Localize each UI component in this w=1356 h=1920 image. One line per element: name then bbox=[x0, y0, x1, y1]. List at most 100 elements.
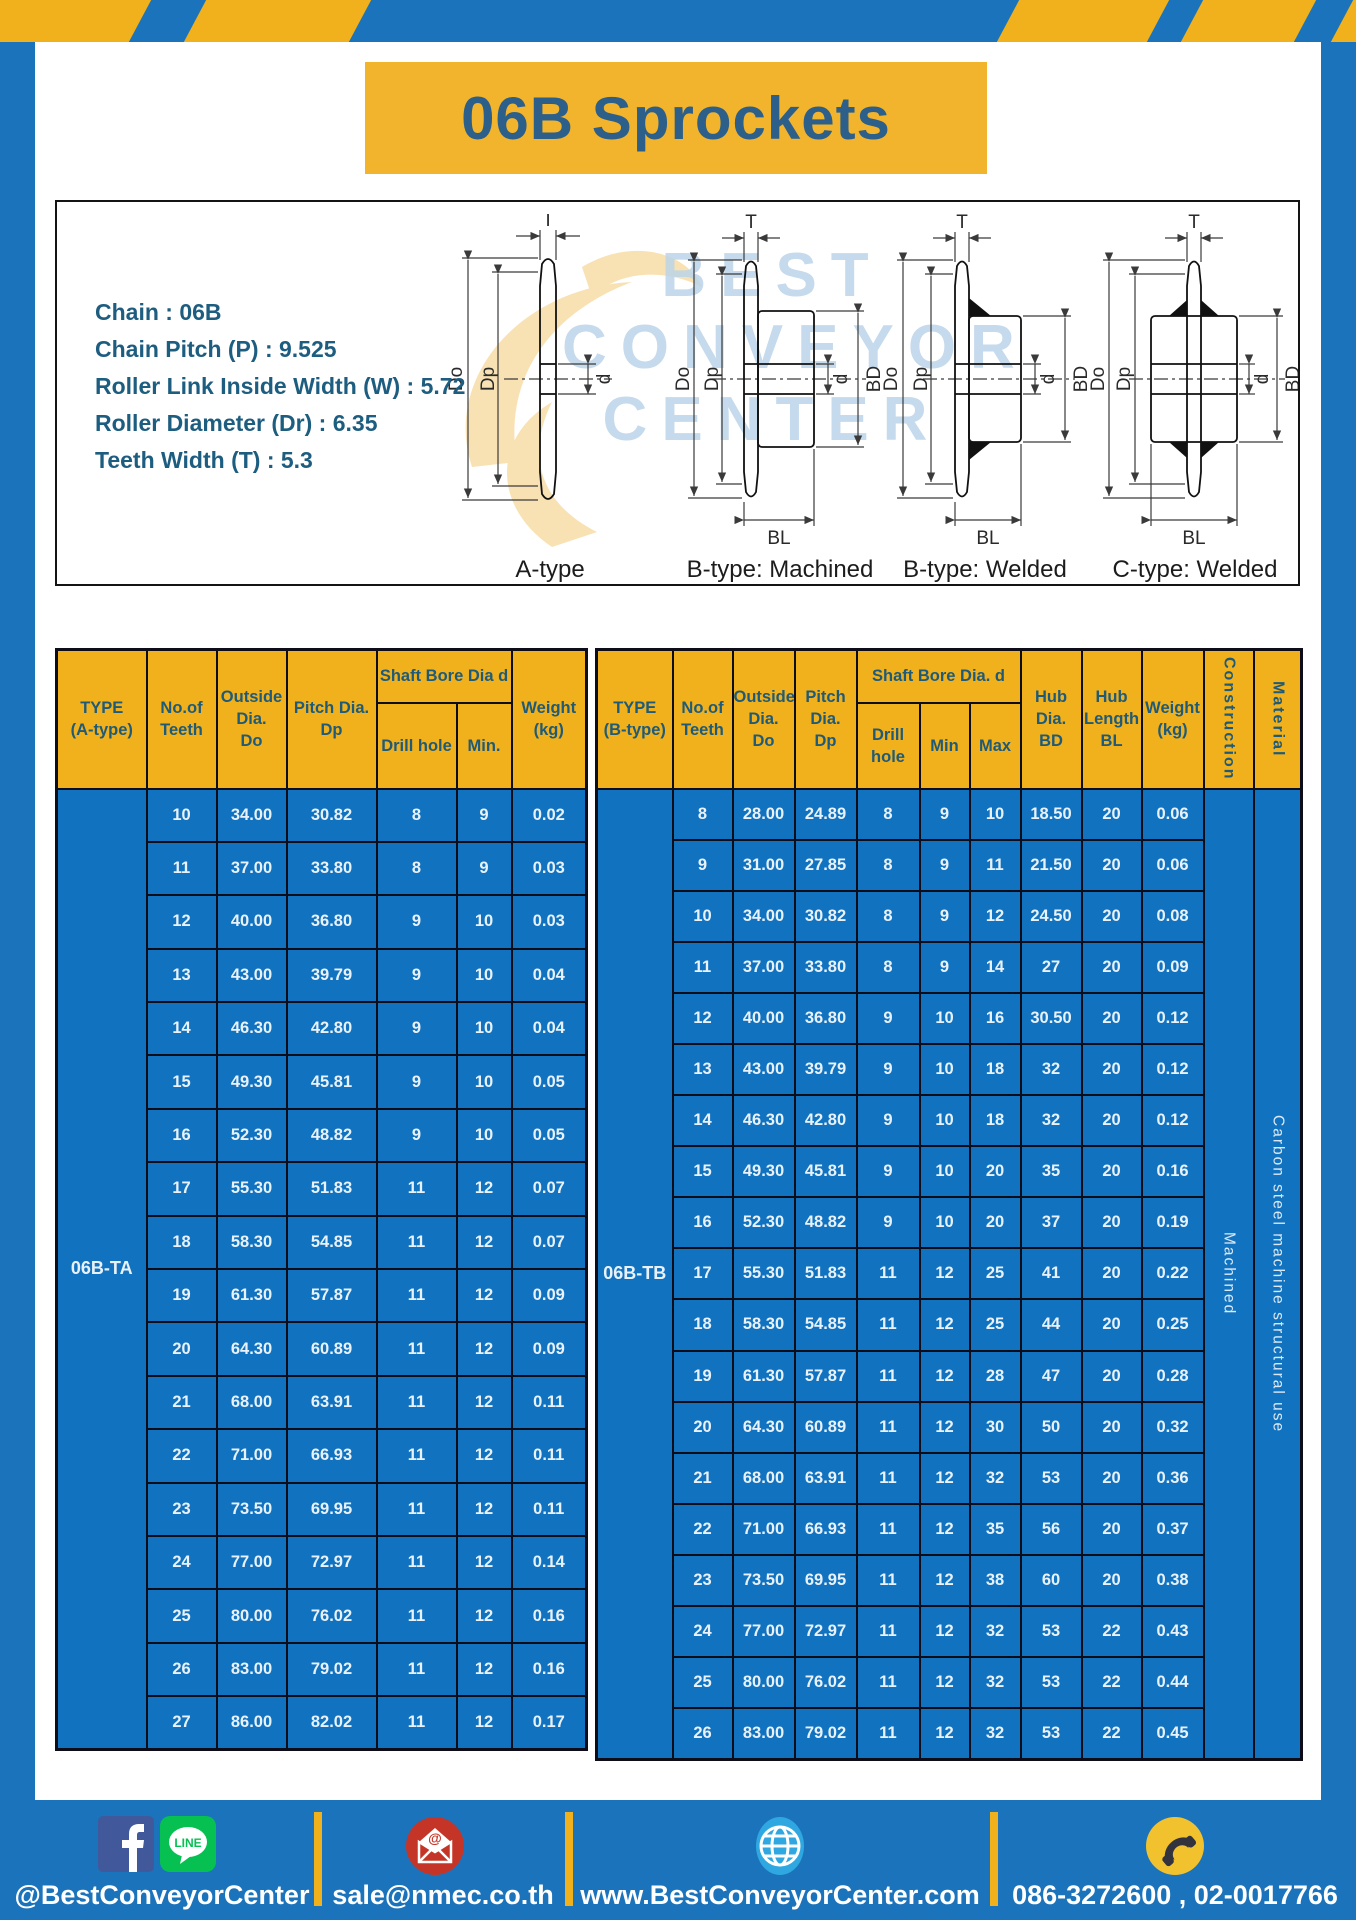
table-row: 18 58.30 54.85 11 12 0.07 bbox=[57, 1214, 588, 1271]
data-cell: 20 bbox=[1080, 1196, 1143, 1250]
data-cell: 20 bbox=[1080, 889, 1143, 943]
data-cell: 32 bbox=[968, 1451, 1022, 1505]
data-cell: 12 bbox=[455, 1481, 513, 1537]
column-header-outside-dia: Outside Dia. Do bbox=[731, 648, 796, 790]
data-cell: 45.81 bbox=[285, 1054, 378, 1110]
data-cell: 40.00 bbox=[731, 991, 796, 1045]
diagram-a-type: Do Dp d T A-type bbox=[444, 214, 656, 584]
data-cell: 11 bbox=[855, 1400, 921, 1454]
data-cell: 46.30 bbox=[215, 1001, 288, 1057]
data-cell: 20 bbox=[1080, 1247, 1143, 1301]
data-cell: 20 bbox=[1080, 1145, 1143, 1199]
data-cell: 8 bbox=[855, 838, 921, 892]
data-cell: 76.02 bbox=[793, 1656, 858, 1710]
data-cell: 11 bbox=[855, 1656, 921, 1710]
diagram-caption: A-type bbox=[515, 556, 585, 583]
data-cell: 14 bbox=[968, 940, 1022, 994]
data-cell: 0.45 bbox=[1140, 1707, 1205, 1761]
data-cell: 43.00 bbox=[731, 1042, 796, 1097]
data-cell: 10 bbox=[455, 1054, 513, 1110]
table-row: 06B-TB 8 28.00 24.89 8 9 10 18.50 20 0.06 Machined… bbox=[595, 787, 1303, 1761]
data-cell: 52.30 bbox=[731, 1196, 796, 1250]
table-row: 22 71.00 66.93 11 12 0.11 bbox=[57, 1428, 588, 1484]
column-header-drill-hole: Drill hole bbox=[375, 701, 458, 790]
svg-text:Dp: Dp bbox=[1114, 367, 1135, 391]
data-cell: 51.83 bbox=[793, 1247, 858, 1301]
data-cell: 0.36 bbox=[1140, 1451, 1205, 1505]
type-cell: 06B-TA bbox=[55, 787, 148, 1751]
svg-text:BL: BL bbox=[1182, 528, 1205, 549]
table-row: 9 31.00 27.85 8 9 11 21.50 20 0.06 bbox=[597, 838, 1302, 892]
data-cell: 54.85 bbox=[793, 1298, 858, 1352]
data-cell: 0.28 bbox=[1140, 1349, 1205, 1403]
data-cell: 9 bbox=[855, 991, 921, 1045]
column-header-hub-length: Hub Length BL bbox=[1080, 648, 1143, 790]
column-header-max: Max bbox=[968, 701, 1022, 790]
table-row: 21 68.00 63.91 11 12 32 53 20 0.36 bbox=[597, 1451, 1302, 1505]
svg-text:LINE: LINE bbox=[174, 1836, 201, 1850]
table-row: 19 61.30 57.87 11 12 0.09 bbox=[57, 1268, 588, 1324]
email-address: sale@nmec.co.th bbox=[332, 1880, 554, 1910]
data-cell: 79.02 bbox=[793, 1707, 858, 1761]
data-cell: 30.50 bbox=[1019, 991, 1083, 1045]
data-cell: 10 bbox=[918, 1196, 971, 1250]
data-cell: 64.30 bbox=[731, 1400, 796, 1454]
sprocket-table-a-type: TYPE (A-type) No.of Teeth Outside Dia. D… bbox=[55, 648, 589, 1752]
data-cell: 58.30 bbox=[731, 1298, 796, 1352]
svg-text:T: T bbox=[1188, 214, 1200, 233]
data-cell: 12 bbox=[455, 1588, 513, 1644]
data-cell: 63.91 bbox=[285, 1374, 378, 1431]
column-header-weight: Weight (kg) bbox=[510, 648, 588, 790]
data-cell: 49.30 bbox=[215, 1054, 288, 1110]
svg-text:T: T bbox=[956, 214, 968, 233]
data-cell: 83.00 bbox=[731, 1707, 796, 1761]
svg-text:Do: Do bbox=[446, 367, 467, 391]
data-cell: 8 bbox=[855, 940, 921, 994]
data-cell: 20 bbox=[1080, 1502, 1143, 1556]
data-cell: 46.30 bbox=[731, 1094, 796, 1148]
column-header-hub-dia: Hub Dia. BD bbox=[1019, 648, 1083, 790]
data-cell: 8 bbox=[855, 787, 921, 841]
data-cell: 25 bbox=[145, 1588, 218, 1644]
diagram-caption: B-type: Welded bbox=[903, 556, 1067, 583]
data-cell: 12 bbox=[455, 1268, 513, 1324]
column-header-weight: Weight (kg) bbox=[1140, 648, 1205, 790]
data-cell: 25 bbox=[671, 1656, 734, 1710]
table-row: 16 52.30 48.82 9 10 0.05 bbox=[57, 1107, 588, 1164]
data-cell: 0.12 bbox=[1140, 1094, 1205, 1148]
data-cell: 16 bbox=[145, 1107, 218, 1164]
data-cell: 69.95 bbox=[793, 1553, 858, 1608]
data-cell: 20 bbox=[145, 1321, 218, 1377]
data-cell: 22 bbox=[1080, 1656, 1143, 1710]
data-cell: 20 bbox=[1080, 1451, 1143, 1505]
table-row: 17 55.30 51.83 11 12 0.07 bbox=[57, 1161, 588, 1217]
stripe-decoration bbox=[994, 0, 1172, 42]
data-cell: 10 bbox=[455, 894, 513, 950]
data-cell: 61.30 bbox=[215, 1268, 288, 1324]
data-cell: 20 bbox=[1080, 1298, 1143, 1352]
title-banner: 06B Sprockets bbox=[365, 62, 987, 174]
data-cell: 64.30 bbox=[215, 1321, 288, 1377]
data-cell: 43.00 bbox=[215, 947, 288, 1004]
data-cell: 0.07 bbox=[510, 1161, 588, 1217]
svg-text:Do: Do bbox=[1089, 367, 1109, 391]
data-cell: 36.80 bbox=[285, 894, 378, 950]
data-cell: 28 bbox=[968, 1349, 1022, 1403]
diagram-b-type-machined: Do Dp T d BD BL bbox=[674, 214, 886, 584]
data-cell: 31.00 bbox=[731, 838, 796, 892]
data-cell: 20 bbox=[1080, 787, 1143, 841]
column-header-teeth: No.of Teeth bbox=[671, 648, 734, 790]
data-cell: 11 bbox=[145, 840, 218, 897]
table-row: 22 71.00 66.93 11 12 35 56 20 0.37 bbox=[597, 1502, 1302, 1556]
data-cell: 0.37 bbox=[1140, 1502, 1205, 1556]
data-cell: 41 bbox=[1019, 1247, 1083, 1301]
data-cell: 47 bbox=[1019, 1349, 1083, 1403]
table-row: 16 52.30 48.82 9 10 20 37 20 0.19 bbox=[597, 1196, 1302, 1250]
data-cell: 9 bbox=[375, 1107, 458, 1164]
spec-line: Roller Link Inside Width (W) : 5.72 bbox=[95, 373, 466, 399]
column-header-pitch-dia: Pitch Dia. Dp bbox=[285, 648, 378, 790]
column-header-min: Min bbox=[918, 701, 971, 790]
data-cell: 8 bbox=[855, 889, 921, 943]
data-cell: 21 bbox=[145, 1374, 218, 1431]
data-cell: 23 bbox=[671, 1553, 734, 1608]
